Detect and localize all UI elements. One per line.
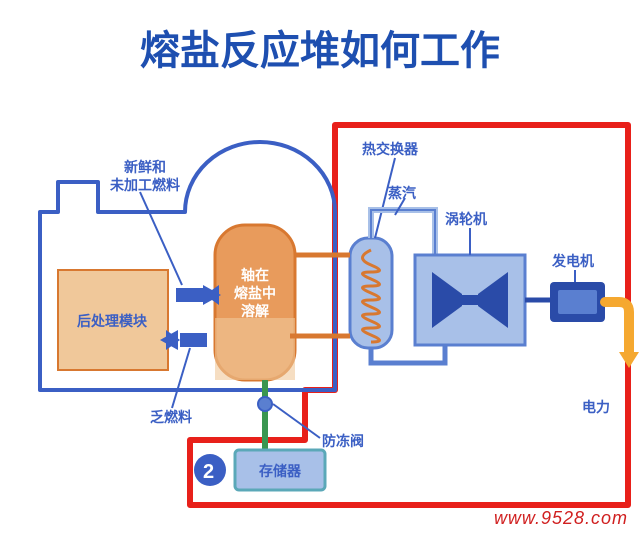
label-reprocessing: 后处理模块 (62, 312, 162, 330)
watermark-text: www.9528.com (494, 508, 628, 529)
label-generator: 发电机 (552, 252, 594, 270)
label-freeze-valve: 防冻阀 (322, 432, 364, 450)
label-heat-exchanger: 热交换器 (362, 140, 418, 158)
label-turbine: 涡轮机 (445, 210, 487, 228)
label-steam: 蒸汽 (388, 184, 416, 202)
diagram-title: 熔盐反应堆如何工作 (0, 18, 640, 76)
label-storage: 存储器 (248, 462, 312, 480)
label-spent-fuel: 乏燃料 (150, 408, 192, 426)
label-fresh-fuel: 新鲜和未加工燃料 (95, 158, 195, 194)
step-badge-number: 2 (203, 459, 214, 485)
label-electricity: 电力 (582, 398, 610, 416)
diagram-canvas (0, 0, 640, 537)
label-dissolved: 轴在熔盐中溶解 (222, 266, 288, 321)
